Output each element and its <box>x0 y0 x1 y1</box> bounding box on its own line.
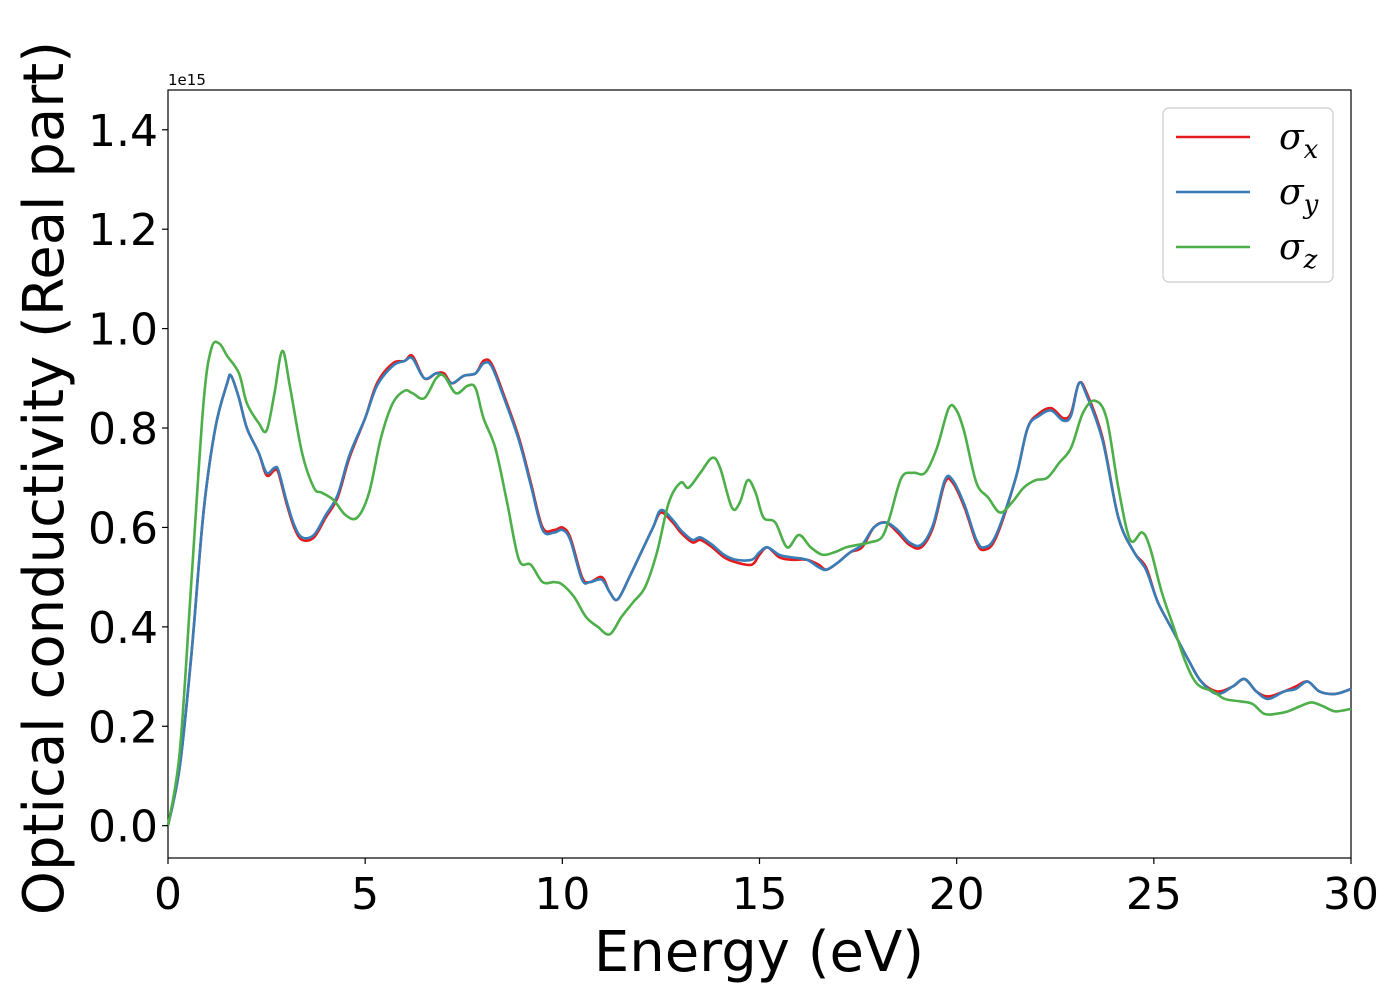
y-tick-label: 0.2 <box>88 702 158 753</box>
x-tick-label: 15 <box>732 869 788 920</box>
y-tick-label: 1.4 <box>88 106 158 157</box>
y-axis-title: Optical conductivity (Real part) <box>12 41 77 915</box>
y-tick-label: 0.4 <box>88 603 158 654</box>
legend-label-z: σz <box>1279 227 1318 275</box>
series-line-z <box>166 340 1352 826</box>
x-tick-label: 5 <box>351 869 379 920</box>
x-axis-ticks: 0 5 10 15 20 25 30 <box>154 858 1379 920</box>
x-tick-label: 30 <box>1323 869 1379 920</box>
plot-frame <box>167 89 1352 859</box>
y-axis-ticks: 0.0 0.2 0.4 0.6 0.8 1.0 1.2 1.4 <box>88 106 168 853</box>
y-tick-label: 0.8 <box>88 404 158 455</box>
y-offset-label: 1e15 <box>168 71 206 89</box>
legend-box <box>1162 107 1334 283</box>
y-tick-label: 0.6 <box>88 503 158 554</box>
series-line-y <box>166 356 1352 826</box>
x-axis-title: Energy (eV) <box>594 920 924 985</box>
y-tick-label: 1.2 <box>88 205 158 256</box>
plot-area: 0 5 10 15 20 25 30 0.0 0.2 0.4 0.6 0.8 1.0 1.2 1.4 <box>88 89 1379 920</box>
x-tick-label: 20 <box>929 869 985 920</box>
x-tick-label: 10 <box>534 869 590 920</box>
x-tick-label: 25 <box>1126 869 1182 920</box>
x-tick-label: 0 <box>154 869 182 920</box>
y-tick-label: 1.0 <box>88 305 158 356</box>
y-tick-label: 0.0 <box>88 802 158 853</box>
series-layer <box>166 340 1352 826</box>
